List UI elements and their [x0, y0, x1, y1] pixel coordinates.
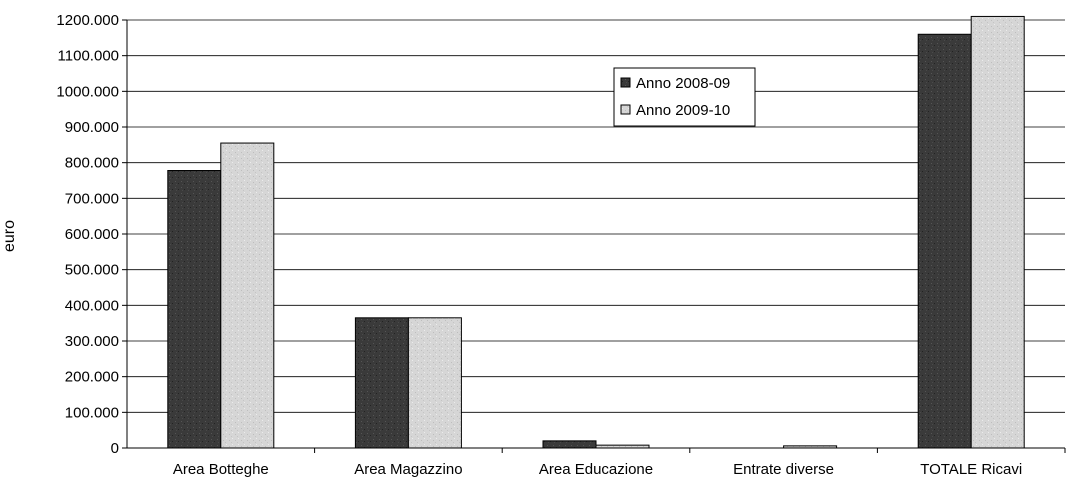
x-category-label: Area Educazione — [539, 461, 653, 478]
legend-swatch-2008-09 — [620, 77, 631, 88]
bar-2008-09 — [354, 317, 409, 449]
x-category-label: Entrate diverse — [733, 461, 834, 478]
bar-2009-10 — [783, 445, 838, 449]
x-category-label: Area Magazzino — [354, 461, 462, 478]
y-tick-label: 300.000 — [65, 333, 119, 350]
bar-2008-09 — [917, 33, 972, 449]
y-tick-label: 800.000 — [65, 155, 119, 172]
bar-2008-09 — [542, 440, 597, 449]
legend: Anno 2008-09 Anno 2009-10 — [613, 67, 756, 127]
y-tick-label: 600.000 — [65, 226, 119, 243]
y-axis-ticks: 0 100.000 200.000 300.000 400.000 500.000 600.… — [56, 12, 127, 457]
y-tick-label: 1200.000 — [56, 12, 119, 29]
bar-2009-10 — [407, 317, 462, 449]
legend-label-2009-10: Anno 2009-10 — [636, 102, 730, 119]
y-axis-label: euro — [1, 220, 18, 252]
bar-2009-10 — [970, 15, 1025, 449]
x-category-label: Area Botteghe — [173, 461, 269, 478]
y-tick-label: 700.000 — [65, 190, 119, 207]
y-tick-label: 900.000 — [65, 119, 119, 136]
y-tick-label: 100.000 — [65, 404, 119, 421]
x-axis-categories: Area Botteghe Area Magazzino Area Educazio… — [173, 448, 1066, 478]
bars — [167, 15, 1025, 449]
y-tick-label: 200.000 — [65, 369, 119, 386]
x-category-label: TOTALE Ricavi — [920, 461, 1022, 478]
y-tick-label: 400.000 — [65, 297, 119, 314]
legend-swatch-2009-10 — [620, 104, 631, 115]
bar-2009-10 — [595, 444, 650, 449]
y-tick-label: 500.000 — [65, 262, 119, 279]
y-tick-label: 0 — [111, 440, 119, 457]
legend-box — [613, 67, 756, 127]
bar-2009-10 — [220, 142, 275, 449]
bar-2008-09 — [167, 170, 222, 449]
legend-label-2008-09: Anno 2008-09 — [636, 75, 730, 92]
y-tick-label: 1100.000 — [58, 48, 119, 65]
gridlines — [127, 19, 1065, 413]
y-tick-label: 1000.000 — [56, 83, 119, 100]
